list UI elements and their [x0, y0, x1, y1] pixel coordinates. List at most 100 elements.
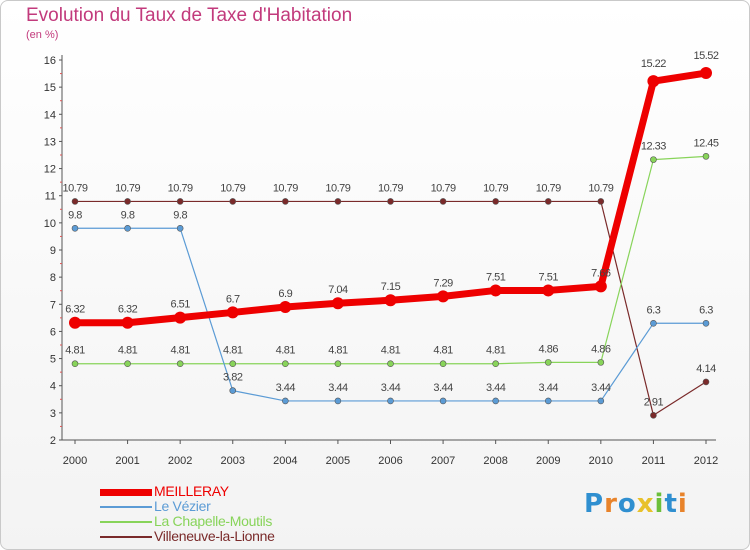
data-label: 10.79	[588, 182, 613, 194]
data-label: 4.81	[118, 345, 138, 357]
data-point	[174, 311, 187, 324]
data-label: 4.81	[170, 345, 190, 357]
data-label: 4.81	[381, 345, 401, 357]
x-tick-label: 2006	[378, 455, 402, 467]
data-label: 6.32	[118, 304, 138, 316]
data-label: 12.33	[641, 141, 666, 153]
data-point	[69, 316, 81, 329]
data-point	[492, 360, 499, 368]
data-label: 6.3	[647, 304, 661, 316]
data-point	[229, 198, 237, 205]
data-point	[597, 198, 605, 205]
data-label: 3.44	[591, 382, 611, 394]
data-point	[279, 301, 292, 313]
data-point	[387, 198, 394, 205]
data-point	[334, 397, 342, 405]
x-tick-label: 2009	[536, 455, 560, 467]
data-point	[702, 153, 710, 160]
x-tick-label: 2003	[221, 455, 245, 467]
data-point	[437, 290, 450, 303]
x-tick-label: 2004	[273, 455, 297, 467]
data-point	[226, 306, 239, 319]
data-point	[542, 284, 555, 297]
data-point	[544, 359, 552, 366]
y-tick-label: 13	[44, 136, 56, 148]
data-label: 10.79	[273, 182, 298, 194]
data-label: 4.86	[539, 343, 559, 355]
data-point	[124, 224, 131, 232]
data-label: 4.81	[65, 345, 85, 357]
data-point	[702, 319, 710, 327]
series-3	[71, 198, 710, 419]
data-label: 6.7	[226, 293, 240, 305]
chart-title: Evolution du Taux de Taxe d'Habitation	[26, 5, 353, 26]
data-point	[439, 397, 447, 405]
x-tick-label: 2002	[168, 455, 192, 467]
legend-label: Villeneuve-la-Lionne	[154, 528, 275, 544]
data-label: 10.79	[536, 182, 561, 194]
data-label: 7.51	[539, 271, 559, 283]
y-tick-label: 14	[44, 109, 56, 121]
data-point	[229, 360, 237, 368]
data-point	[439, 198, 447, 205]
data-point	[176, 224, 184, 232]
y-tick-label: 9	[50, 245, 56, 257]
legend-label: Le Vézier	[154, 498, 211, 514]
data-point	[650, 156, 657, 163]
data-point	[331, 297, 344, 310]
y-tick-label: 8	[50, 272, 56, 284]
logo-letter: o	[617, 489, 637, 519]
logo-letter: x	[636, 489, 655, 519]
chart-subtitle: (en %)	[26, 29, 59, 41]
data-point	[597, 397, 605, 405]
data-label: 6.32	[65, 304, 85, 316]
data-point	[544, 397, 552, 405]
data-label: 10.79	[220, 182, 245, 194]
data-point	[176, 198, 184, 205]
data-point	[71, 224, 79, 232]
data-point	[282, 360, 289, 368]
data-label: 6.9	[278, 288, 292, 300]
data-label: 12.45	[693, 137, 718, 149]
data-label: 10.79	[168, 182, 193, 194]
data-label: 3.44	[486, 382, 506, 394]
legend-label: La Chapelle-Moutils	[154, 513, 273, 529]
data-label: 4.14	[696, 363, 716, 375]
data-label: 9.8	[121, 209, 135, 221]
data-label: 10.79	[325, 182, 350, 194]
data-label: 4.81	[328, 345, 348, 357]
data-point	[702, 378, 710, 386]
proxiti-logo: Proxiti	[584, 489, 688, 519]
series-2	[71, 153, 710, 368]
data-label: 10.79	[378, 182, 403, 194]
data-label: 3.82	[223, 372, 243, 384]
x-tick-label: 2005	[326, 455, 350, 467]
data-point	[71, 360, 79, 368]
data-point	[384, 294, 397, 307]
y-tick-label: 3	[50, 408, 56, 420]
data-point	[121, 316, 134, 329]
data-label: 9.8	[173, 209, 187, 221]
data-label: 15.52	[693, 50, 718, 62]
logo-letter: P	[584, 489, 605, 519]
data-label: 9.8	[68, 209, 82, 221]
logo-letter: i	[677, 489, 688, 519]
data-label: 3.44	[539, 382, 559, 394]
data-point	[334, 360, 342, 368]
data-label: 10.79	[483, 182, 508, 194]
data-label: 3.44	[276, 382, 296, 394]
y-tick-label: 5	[50, 354, 56, 366]
y-tick-label: 10	[44, 218, 56, 230]
data-label: 4.81	[433, 345, 453, 357]
data-label: 4.86	[591, 343, 611, 355]
legend-label: MEILLERAY	[154, 483, 229, 499]
legend-swatch	[100, 488, 152, 496]
data-point	[387, 360, 394, 368]
data-point	[176, 360, 184, 368]
data-point	[650, 411, 657, 419]
logo-letter: r	[604, 489, 618, 519]
data-label: 15.22	[641, 58, 666, 70]
data-point	[492, 198, 499, 205]
y-tick-label: 12	[44, 164, 56, 176]
data-label: 4.81	[486, 345, 506, 357]
